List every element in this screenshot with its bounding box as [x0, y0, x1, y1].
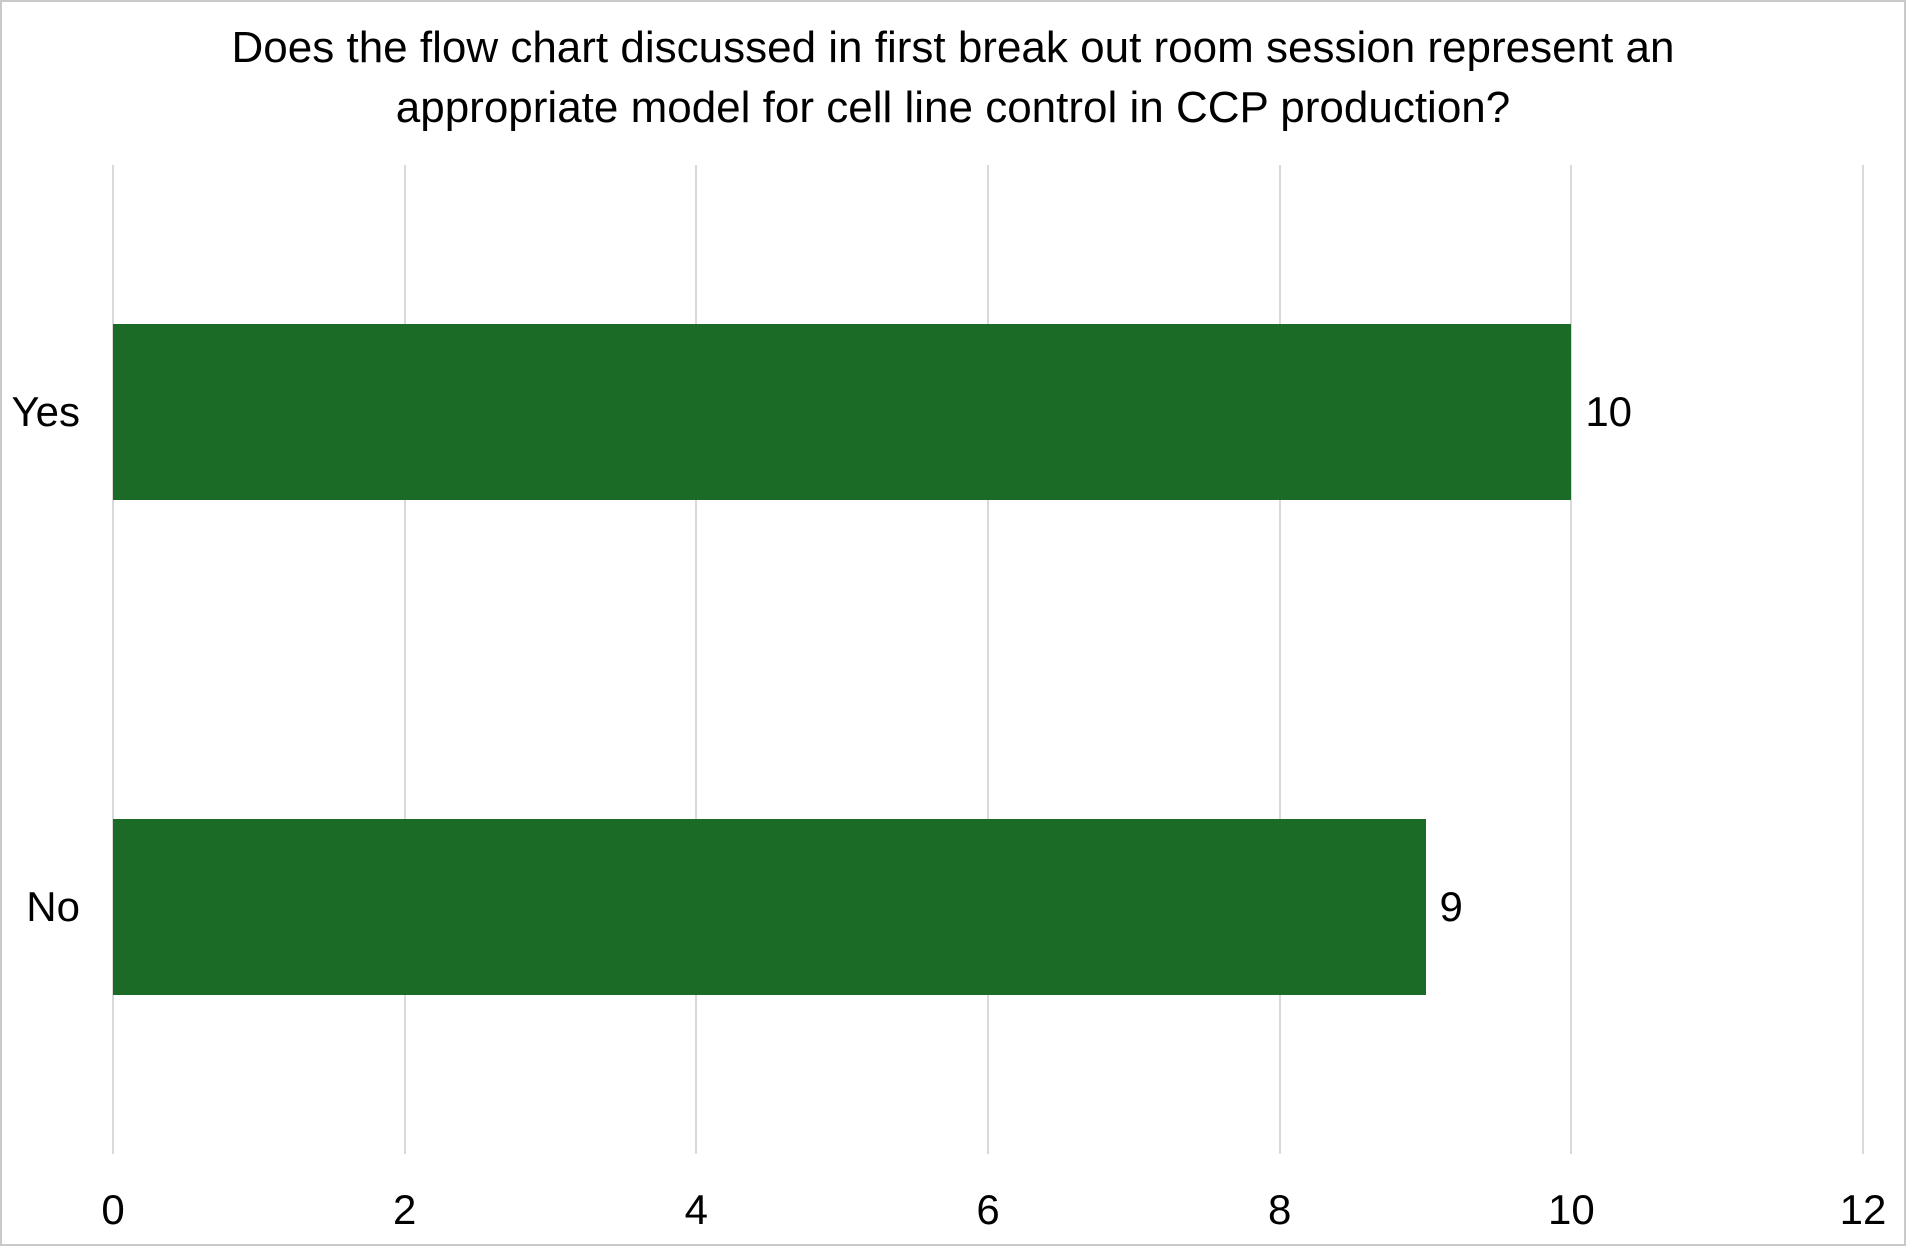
chart-title-line-1: Does the flow chart discussed in first b… — [231, 23, 1675, 72]
gridline-x-12 — [1862, 165, 1864, 1154]
bar-yes — [113, 324, 1572, 501]
x-tick-label-6: 6 — [976, 1186, 1000, 1233]
x-tick-label-4: 4 — [684, 1186, 709, 1233]
plot-area: 10 9 — [112, 165, 1864, 1154]
bar-no — [113, 818, 1426, 995]
x-tick-label-2: 2 — [392, 1186, 417, 1233]
gridline-x-8 — [1278, 165, 1281, 1154]
category-label-yes: Yes — [11, 388, 80, 436]
gridline-x-10 — [1570, 165, 1573, 1154]
x-tick-label-0: 0 — [101, 1186, 125, 1233]
data-label-yes: 10 — [1585, 388, 1633, 436]
x-tick-label-12: 12 — [1839, 1186, 1887, 1233]
category-label-no: No — [26, 882, 80, 930]
data-label-no: 9 — [1439, 882, 1463, 930]
gridline-x-4 — [695, 165, 698, 1154]
chart-title-line-2: appropriate model for cell line control … — [395, 83, 1511, 132]
gridline-x-6 — [987, 165, 989, 1154]
chart-title: Does the flow chart discussed in first b… — [2, 18, 1904, 138]
gridline-x-2 — [403, 165, 406, 1154]
gridline-x-0 — [112, 165, 114, 1154]
x-tick-label-10: 10 — [1547, 1186, 1595, 1233]
x-tick-label-8: 8 — [1267, 1186, 1292, 1233]
